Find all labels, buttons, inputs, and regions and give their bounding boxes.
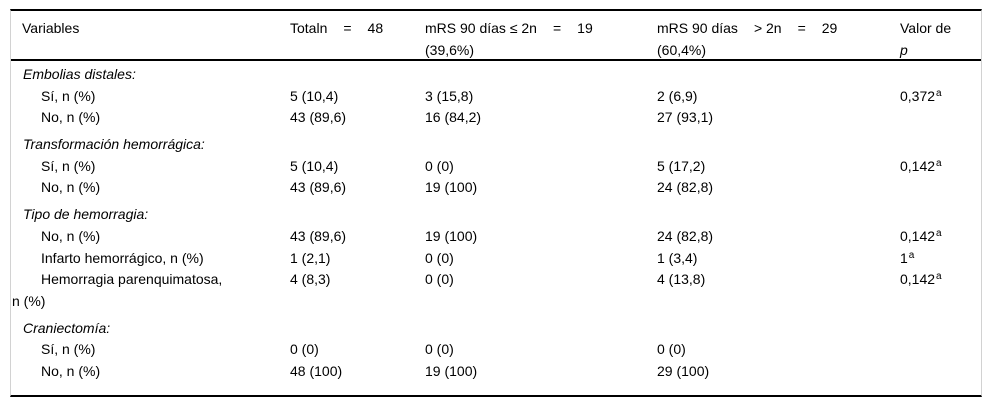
mrs-gt2-percent: (60,4%) — [657, 41, 707, 58]
cell-mrs-le2: 19 (100) — [425, 362, 478, 379]
cell-mrs-gt2: 2 (6,9) — [657, 87, 698, 104]
cell-p-value: 0,142a — [900, 156, 942, 180]
p-symbol: p — [900, 41, 908, 58]
cell-total: 43 (89,6) — [290, 109, 347, 126]
cell-mrs-gt2: 27 (93,1) — [657, 109, 714, 126]
col-header-p-value: Valor de p — [900, 18, 951, 61]
table-body: Embolias distales: Sí, n (%) 5 (10,4) 3 … — [11, 61, 981, 383]
row-label: Sí, n (%) — [41, 341, 96, 358]
mrs-gt2-n: 29 — [821, 20, 838, 36]
row-label: No, n (%) — [41, 179, 101, 196]
section-row-tipo-de-hemorragia: Tipo de hemorragia: — [11, 204, 981, 226]
row-label: No, n (%) — [41, 362, 101, 379]
mrs-le2-percent: (39,6%) — [425, 41, 475, 58]
col-header-mrs-gt2: mRS 90 días > 2n = 29 (60,4%) — [657, 18, 837, 61]
total-n: 48 — [367, 20, 384, 36]
table-row-infarto-hemorragico: Infarto hemorrágico, n (%) 1 (2,1) 0 (0)… — [11, 248, 981, 270]
cell-total: 0 (0) — [290, 341, 319, 358]
table-header: Variables Totaln = 48 mRS 90 días ≤ 2n =… — [11, 11, 981, 61]
p-superscript: a — [936, 227, 942, 239]
p-value: 0,142 — [900, 227, 936, 244]
mrs-gt2-label: mRS 90 días — [657, 20, 738, 36]
p-value: 0,142 — [900, 271, 936, 288]
table-row-no-embolias: No, n (%) 43 (89,6) 16 (84,2) 27 (93,1) — [11, 107, 981, 129]
col-header-total-line1: Totaln = 48 — [290, 18, 383, 40]
table-row-si-transformacion: Sí, n (%) 5 (10,4) 0 (0) 5 (17,2) 0,142a — [11, 156, 981, 178]
section-label: Embolias distales: — [23, 66, 136, 82]
row-label: No, n (%) — [41, 109, 101, 126]
section-row-embolias-distales: Embolias distales: — [11, 64, 981, 86]
cell-mrs-le2: 0 (0) — [425, 249, 454, 266]
cell-mrs-gt2: 0 (0) — [657, 341, 686, 358]
cell-mrs-gt2: 5 (17,2) — [657, 157, 706, 174]
cell-mrs-le2: 0 (0) — [425, 157, 454, 174]
cell-total: 5 (10,4) — [290, 157, 339, 174]
table-row-no-transformacion: No, n (%) 43 (89,6) 19 (100) 24 (82,8) — [11, 177, 981, 199]
p-value: 0,372 — [900, 87, 936, 104]
table-row-no-craniectomia: No, n (%) 48 (100) 19 (100) 29 (100) — [11, 361, 981, 383]
p-value: 0,142 — [900, 157, 936, 174]
cell-mrs-gt2: 29 (100) — [657, 362, 710, 379]
col-header-total: Totaln = 48 — [290, 18, 383, 40]
p-value-label: Valor de — [900, 20, 952, 36]
cell-total: 43 (89,6) — [290, 179, 347, 196]
cell-total: 43 (89,6) — [290, 227, 347, 244]
outcomes-table: Variables Totaln = 48 mRS 90 días ≤ 2n =… — [10, 9, 982, 397]
row-label-line1: Hemorragia parenquimatosa, — [41, 271, 223, 288]
cell-mrs-le2: 16 (84,2) — [425, 109, 482, 126]
cell-p-value: 0,372a — [900, 86, 942, 110]
cell-p-value: 0,142a — [900, 269, 942, 293]
equals-sign: = — [797, 20, 806, 36]
cell-mrs-gt2: 1 (3,4) — [657, 249, 698, 266]
cell-mrs-le2: 19 (100) — [425, 227, 478, 244]
cell-mrs-le2: 19 (100) — [425, 179, 478, 196]
table-row-hemorragia-parenquimatosa: Hemorragia parenquimatosa, n (%) 4 (8,3)… — [11, 269, 981, 312]
p-value: 1 — [900, 249, 908, 266]
section-label: Tipo de hemorragia: — [23, 206, 149, 223]
cell-total: 48 (100) — [290, 362, 343, 379]
mrs-gt2-threshold: > 2n — [753, 20, 782, 36]
section-row-craniectomia: Craniectomía: — [11, 318, 981, 340]
cell-total: 4 (8,3) — [290, 271, 331, 288]
equals-sign: = — [552, 20, 562, 36]
row-label: Infarto hemorrágico, n (%) — [41, 249, 204, 266]
mrs-le2-n: 19 — [577, 20, 593, 36]
row-label-line2: n (%) — [12, 292, 46, 309]
table-row-si-embolias: Sí, n (%) 5 (10,4) 3 (15,8) 2 (6,9) 0,37… — [11, 86, 981, 108]
cell-mrs-le2: 0 (0) — [425, 271, 454, 288]
p-superscript: a — [936, 157, 942, 169]
section-label: Transformación hemorrágica: — [23, 136, 205, 153]
cell-mrs-le2: 3 (15,8) — [425, 87, 474, 104]
table-row-si-craniectomia: Sí, n (%) 0 (0) 0 (0) 0 (0) — [11, 339, 981, 361]
p-superscript: a — [936, 87, 942, 99]
total-label: Totaln — [290, 20, 328, 36]
col-header-mrs-le2-line1: mRS 90 días ≤ 2n = 19 — [425, 18, 593, 40]
table-row-no-tipo: No, n (%) 43 (89,6) 19 (100) 24 (82,8) 0… — [11, 226, 981, 248]
section-row-transformacion-hemorragica: Transformación hemorrágica: — [11, 134, 981, 156]
row-label: Sí, n (%) — [41, 87, 96, 104]
cell-total: 5 (10,4) — [290, 87, 339, 104]
cell-p-value: 1a — [900, 248, 914, 272]
col-header-mrs-gt2-line1: mRS 90 días > 2n = 29 — [657, 18, 837, 40]
p-superscript: a — [936, 271, 942, 283]
cell-mrs-gt2: 24 (82,8) — [657, 227, 714, 244]
col-header-mrs-le2: mRS 90 días ≤ 2n = 19 (39,6%) — [425, 18, 593, 61]
p-superscript: a — [908, 249, 915, 261]
equals-sign: = — [343, 20, 352, 36]
cell-mrs-gt2: 24 (82,8) — [657, 179, 714, 196]
row-label: No, n (%) — [41, 227, 101, 244]
cell-total: 1 (2,1) — [290, 249, 331, 266]
cell-mrs-gt2: 4 (13,8) — [657, 271, 706, 288]
mrs-le2-label: mRS 90 días ≤ 2n — [425, 20, 537, 36]
cell-mrs-le2: 0 (0) — [425, 341, 454, 358]
col-header-variables: Variables — [22, 20, 80, 36]
cell-p-value: 0,142a — [900, 226, 942, 250]
section-label: Craniectomía: — [23, 319, 111, 336]
row-label: Sí, n (%) — [41, 157, 96, 174]
